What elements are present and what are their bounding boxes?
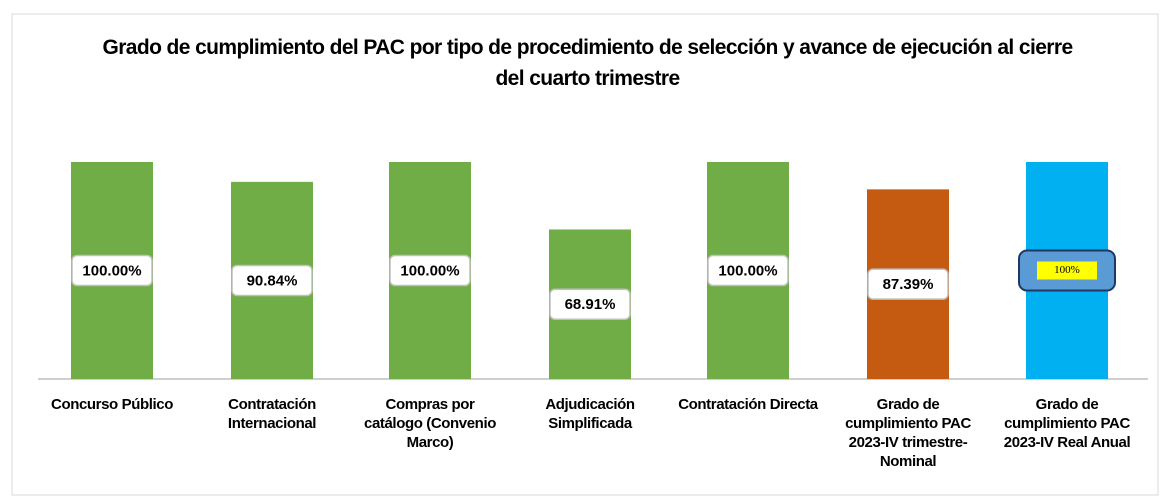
- data-label-box: [71, 254, 153, 287]
- data-label-box: [231, 264, 313, 297]
- x-tick-label: Contratación Directa: [678, 396, 818, 413]
- data-label: 100.00%: [82, 262, 141, 279]
- data-label: 100%: [1054, 264, 1080, 276]
- x-tick-label: Contratación Internacional: [227, 396, 317, 432]
- x-tick-label: Compras por catálogo (Convenio Marco): [364, 396, 496, 451]
- data-label-box: [549, 288, 631, 320]
- data-label: 87.39%: [883, 276, 934, 293]
- data-label: 100.00%: [400, 262, 459, 279]
- x-tick-label: Grado de cumplimiento PAC 2023-IV trimes…: [845, 396, 971, 470]
- x-tick-label: Concurso Público: [51, 396, 173, 413]
- data-label-highlight: [1037, 261, 1097, 280]
- x-tick-label: Adjudicación Simplificada: [545, 396, 635, 432]
- data-label-box: [707, 254, 789, 287]
- data-label: 100.00%: [718, 262, 777, 279]
- data-label-box: [389, 254, 471, 287]
- data-label: 90.84%: [247, 272, 298, 289]
- chart-title: Grado de cumplimiento del PAC por tipo d…: [102, 36, 1073, 90]
- data-label: 68.91%: [565, 296, 616, 313]
- x-tick-label: Grado de cumplimiento PAC 2023-IV Real A…: [1003, 396, 1131, 451]
- data-label-box: [867, 268, 949, 300]
